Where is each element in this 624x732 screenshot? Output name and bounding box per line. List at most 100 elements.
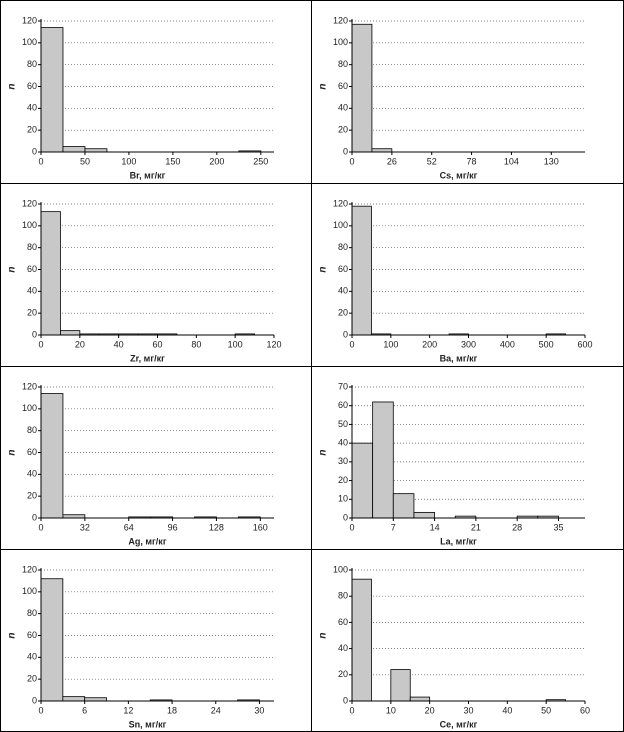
x-tick-label: 130 (544, 156, 559, 166)
x-tick-label: 100 (383, 339, 398, 349)
y-tick-label: 60 (27, 81, 37, 91)
x-tick-label: 600 (577, 339, 592, 349)
y-tick-label: 100 (22, 37, 37, 47)
bar (351, 442, 374, 519)
y-axis-label: n (318, 632, 329, 638)
y-tick-label: 60 (338, 400, 348, 410)
y-tick-label: 120 (22, 198, 37, 208)
x-tick-label: 18 (167, 705, 177, 715)
y-tick-label: 40 (338, 438, 348, 448)
y-tick-label: 100 (22, 403, 37, 413)
y-tick-label: 0 (32, 329, 37, 339)
x-tick-label: 250 (253, 156, 268, 166)
y-tick-label: 80 (27, 425, 37, 435)
x-tick-label: 26 (387, 156, 397, 166)
y-axis-label: n (318, 83, 329, 89)
x-tick-label: 200 (422, 339, 437, 349)
x-tick-label: 160 (253, 522, 268, 532)
y-tick-label: 20 (27, 308, 37, 318)
x-tick-label: 30 (254, 705, 264, 715)
y-tick-label: 60 (338, 81, 348, 91)
y-tick-label: 40 (27, 652, 37, 662)
x-tick-label: 20 (425, 705, 435, 715)
y-tick-label: 60 (27, 264, 37, 274)
y-tick-label: 100 (22, 220, 37, 230)
y-tick-label: 100 (333, 220, 348, 230)
y-tick-label: 40 (338, 643, 348, 653)
y-tick-label: 50 (338, 419, 348, 429)
x-tick-label: 7 (391, 522, 396, 532)
y-tick-label: 80 (338, 59, 348, 69)
x-tick-label: 100 (228, 339, 243, 349)
y-tick-label: 80 (27, 242, 37, 252)
x-axis-label: Ag, мг/кг (128, 536, 166, 546)
y-tick-label: 120 (22, 564, 37, 574)
x-axis-label: Sn, мг/кг (129, 719, 167, 729)
x-tick-label: 21 (471, 522, 481, 532)
y-tick-label: 20 (27, 674, 37, 684)
y-tick-label: 0 (32, 695, 37, 705)
x-tick-label: 40 (502, 705, 512, 715)
y-tick-label: 0 (32, 512, 37, 522)
y-tick-label: 20 (338, 308, 348, 318)
y-tick-label: 0 (343, 146, 348, 156)
x-tick-label: 35 (553, 522, 563, 532)
y-axis-label: n (7, 632, 18, 638)
bar (390, 669, 411, 702)
x-tick-label: 32 (80, 522, 90, 532)
x-tick-label: 0 (38, 156, 43, 166)
y-tick-label: 0 (343, 512, 348, 522)
bar (60, 330, 81, 336)
y-tick-label: 60 (338, 617, 348, 627)
y-tick-label: 120 (22, 15, 37, 25)
x-tick-label: 28 (512, 522, 522, 532)
x-tick-label: 300 (461, 339, 476, 349)
bar (40, 27, 64, 153)
bar (40, 211, 61, 336)
y-tick-label: 0 (32, 146, 37, 156)
bar (392, 493, 415, 519)
y-tick-label: 40 (338, 286, 348, 296)
y-tick-label: 10 (338, 494, 348, 504)
y-tick-label: 40 (27, 469, 37, 479)
x-tick-label: 0 (349, 705, 354, 715)
y-tick-label: 120 (333, 15, 348, 25)
y-tick-label: 40 (338, 103, 348, 113)
y-axis-label: n (318, 266, 329, 272)
x-tick-label: 104 (504, 156, 519, 166)
y-tick-label: 40 (27, 103, 37, 113)
x-tick-label: 64 (124, 522, 134, 532)
x-tick-label: 80 (191, 339, 201, 349)
y-tick-label: 60 (27, 447, 37, 457)
y-tick-label: 20 (27, 125, 37, 135)
x-axis-label: Ce, мг/кг (440, 719, 478, 729)
y-tick-label: 80 (27, 59, 37, 69)
x-tick-label: 14 (430, 522, 440, 532)
x-tick-label: 20 (75, 339, 85, 349)
y-tick-label: 80 (27, 608, 37, 618)
y-tick-label: 20 (338, 125, 348, 135)
x-tick-label: 50 (541, 705, 551, 715)
y-tick-label: 120 (22, 381, 37, 391)
x-tick-label: 400 (500, 339, 515, 349)
x-tick-label: 40 (114, 339, 124, 349)
x-tick-label: 60 (580, 705, 590, 715)
bar (351, 23, 373, 153)
y-tick-label: 20 (338, 669, 348, 679)
x-tick-label: 52 (427, 156, 437, 166)
y-tick-label: 30 (338, 456, 348, 466)
x-tick-label: 0 (349, 339, 354, 349)
x-tick-label: 30 (463, 705, 473, 715)
y-axis-label: n (7, 449, 18, 455)
bar (351, 205, 372, 336)
x-tick-label: 120 (266, 339, 281, 349)
x-tick-label: 12 (123, 705, 133, 715)
y-tick-label: 20 (27, 491, 37, 501)
bar (62, 146, 86, 153)
y-axis-label: n (7, 266, 18, 272)
y-tick-label: 100 (333, 37, 348, 47)
y-tick-label: 80 (338, 591, 348, 601)
x-tick-label: 500 (539, 339, 554, 349)
